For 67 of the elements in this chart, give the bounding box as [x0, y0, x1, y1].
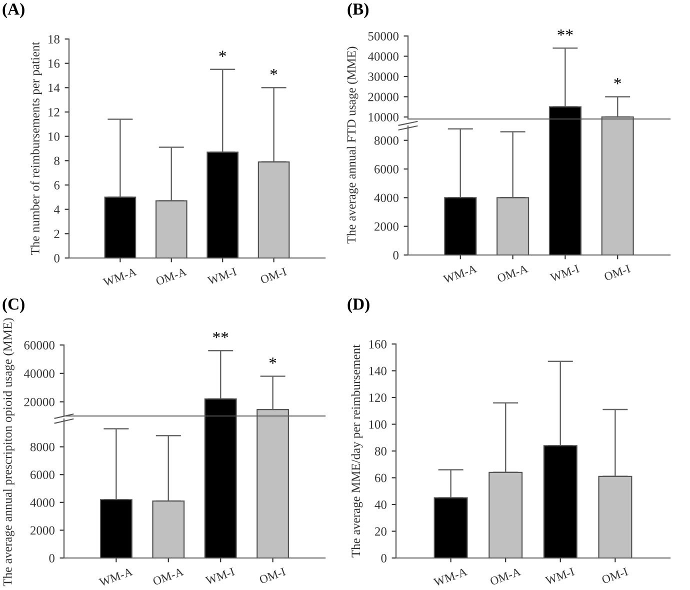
y-tick-label: 20000 — [368, 92, 398, 102]
y-tick-label: 40 — [374, 500, 386, 509]
y-tick-label: 4000 — [374, 194, 398, 202]
y-tick-label: 20000 — [24, 398, 54, 406]
x-tick-label: WM-A — [98, 567, 134, 587]
y-axis-title: The average annual FTD usage (MME) — [346, 46, 358, 244]
y-tick-label: 6 — [54, 181, 60, 190]
y-tick-label: 4 — [54, 205, 60, 214]
y-tick-label: 160 — [369, 340, 386, 348]
y-tick-label: 0 — [54, 254, 60, 262]
x-tick-label: OM-I — [604, 264, 631, 281]
y-tick-label: 14 — [48, 84, 60, 92]
x-tick-label: WM-A — [442, 264, 478, 284]
chart-title: (B) — [348, 3, 368, 18]
annotation: * — [270, 69, 278, 76]
y-tick-label: 40000 — [24, 369, 54, 378]
y-tick-label: 60 — [375, 474, 386, 482]
y-tick-label: 4000 — [30, 498, 54, 507]
y-tick-label: 2 — [54, 230, 60, 238]
x-tick-label: WM-I — [550, 264, 580, 282]
annotation: * — [614, 78, 621, 84]
x-tick-label: WM-A — [102, 267, 138, 287]
y-tick-label: 120 — [369, 394, 386, 402]
y-tick-label: 8000 — [30, 442, 54, 452]
y-tick-label: 6000 — [30, 470, 54, 480]
y-tick-label: 80 — [374, 447, 386, 456]
x-tick-label: OM-A — [496, 264, 529, 282]
y-tick-label: 6000 — [374, 165, 398, 174]
y-tick-label: 140 — [369, 366, 386, 376]
y-tick-label: 0 — [381, 554, 386, 562]
y-tick-label: 0 — [49, 554, 54, 562]
x-tick-label: OM-I — [601, 568, 628, 584]
x-tick-label: OM-I — [258, 568, 286, 584]
annotation: ** — [213, 332, 228, 338]
x-tick-label: WM-I — [205, 568, 236, 585]
y-axis-title: The average annual prescripiton opioid usage (MME) — [3, 318, 14, 586]
chart-title: (A) — [2, 3, 24, 18]
y-tick-label: 2000 — [30, 526, 54, 535]
x-tick-label: OM-I — [260, 268, 288, 284]
x-tick-label: WM-I — [544, 568, 575, 585]
x-tick-label: WM-I — [207, 268, 238, 285]
annotation: * — [219, 50, 226, 57]
y-tick-label: 10 — [48, 132, 60, 141]
chart-title: (C) — [2, 298, 24, 314]
y-tick-label: 0 — [393, 251, 398, 260]
y-tick-label: 16 — [48, 59, 60, 68]
x-tick-label: OM-A — [155, 267, 188, 286]
y-tick-label: 20 — [375, 527, 386, 536]
annotation: * — [269, 358, 276, 364]
y-tick-label: 8 — [54, 156, 60, 166]
y-tick-label: 100 — [369, 420, 386, 429]
y-axis-title: The average MME/day per reimbursement — [351, 344, 363, 558]
y-tick-label: 8000 — [374, 136, 398, 145]
y-tick-label: 10000 — [368, 113, 398, 122]
y-axis-title: The number of reimbursements per patient — [30, 42, 42, 256]
y-tick-label: 50000 — [368, 32, 398, 40]
y-tick-label: 30000 — [368, 72, 398, 81]
y-tick-label: 60000 — [24, 341, 54, 350]
y-tick-label: 12 — [48, 108, 60, 116]
annotation: ** — [558, 30, 573, 36]
y-tick-label: 18 — [48, 35, 60, 44]
chart-title: (D) — [348, 298, 370, 314]
y-tick-label: 40000 — [368, 52, 398, 61]
x-tick-label: OM-A — [490, 567, 522, 586]
x-tick-label: WM-A — [433, 567, 468, 587]
x-tick-label: OM-A — [152, 567, 184, 586]
y-tick-label: 2000 — [374, 222, 398, 231]
